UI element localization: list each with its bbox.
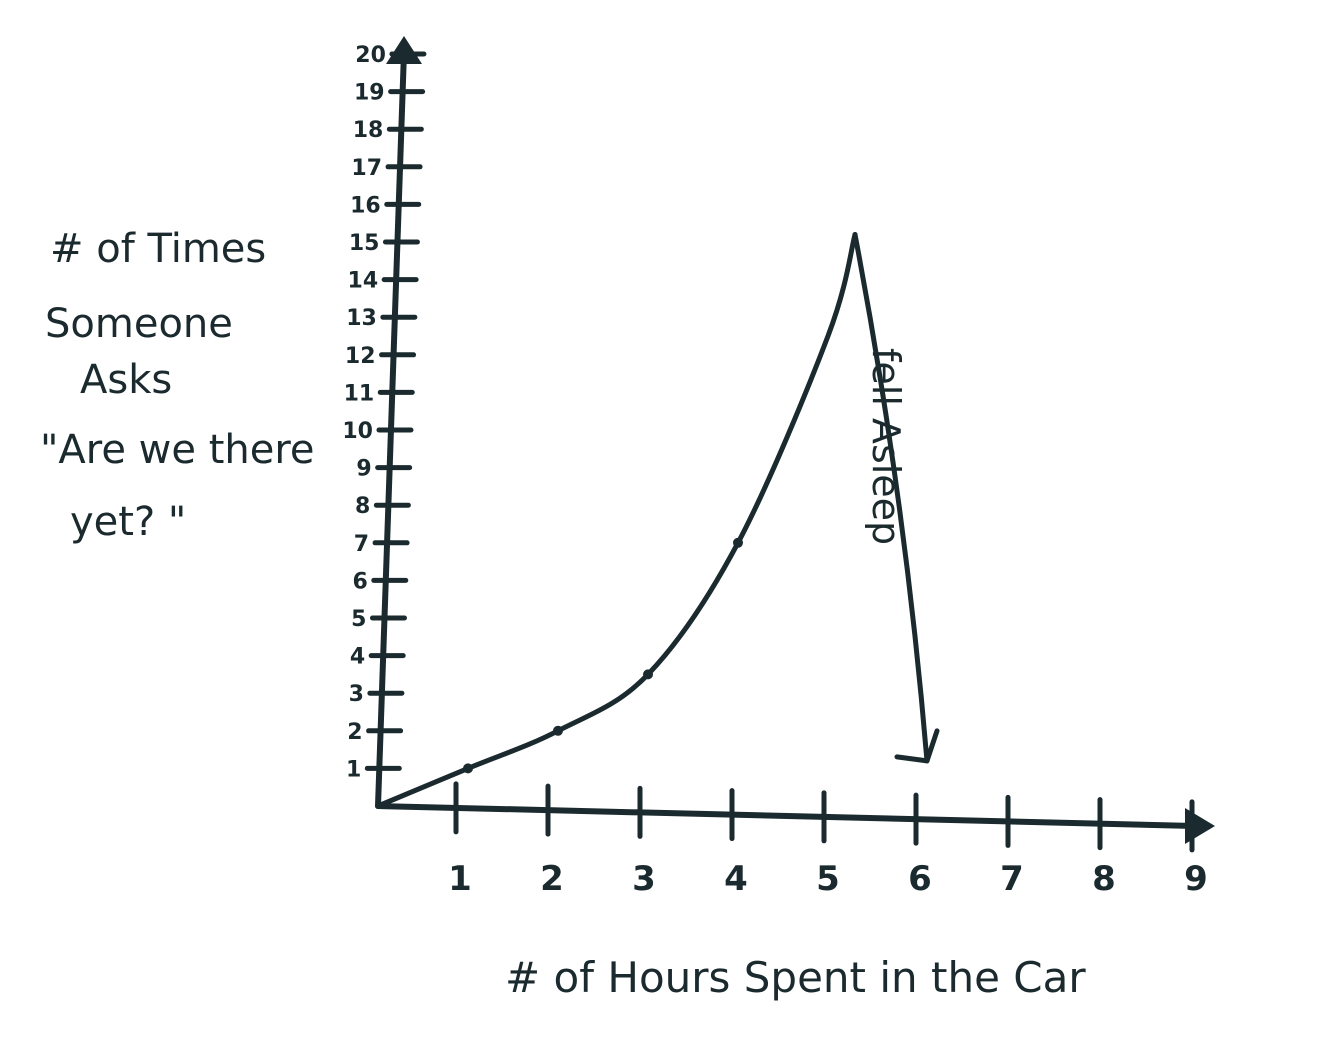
y-tick-label: 12 [345, 344, 376, 369]
fell-asleep-arrowhead [894, 728, 940, 764]
series-marker [733, 537, 743, 548]
y-axis-label-line-3: Asks [80, 357, 172, 403]
x-tick-label: 4 [724, 859, 748, 899]
y-tick-label: 1 [346, 757, 361, 782]
x-axis [375, 803, 1198, 829]
x-tick-label: 8 [1092, 859, 1116, 899]
fell-asleep-drop-line [852, 231, 930, 764]
y-tick-label: 16 [350, 193, 381, 218]
x-tick-label: 2 [540, 859, 564, 899]
y-axis-label-line-1: # of Times [50, 226, 266, 272]
y-tick-label: 5 [351, 607, 366, 632]
series-line [375, 231, 858, 809]
y-tick-label: 14 [348, 269, 379, 294]
y-tick-label: 18 [353, 118, 384, 143]
y-axis-arrowhead [386, 36, 422, 64]
fell-asleep-annotation: fell Asleep [864, 348, 908, 545]
y-tick-label: 2 [347, 720, 362, 745]
y-tick-label: 15 [349, 231, 380, 256]
x-tick-label: 5 [816, 859, 840, 899]
y-axis-label: # of Times Someone Asks "Are we there ye… [40, 226, 315, 545]
y-axis-label-line-2: Someone [45, 301, 233, 347]
y-tick-label: 13 [346, 306, 377, 331]
series-marker [463, 763, 473, 774]
y-tick-label: 4 [350, 645, 365, 670]
y-tick-label: 10 [342, 419, 373, 444]
x-tick-label: 1 [448, 859, 472, 899]
y-tick-label: 8 [355, 494, 370, 519]
y-tick-label: 19 [354, 81, 385, 106]
x-ticks: 1 2 3 4 5 6 7 8 9 [448, 781, 1208, 899]
y-tick-label: 7 [354, 532, 369, 557]
y-tick-label: 3 [349, 682, 364, 707]
series-markers [463, 537, 743, 774]
y-tick-label: 6 [352, 569, 367, 594]
y-axis-label-line-4: "Are we there [40, 427, 315, 473]
x-tick-label: 7 [1000, 859, 1024, 899]
y-tick-label: 20 [355, 43, 386, 68]
y-tick-label: 17 [351, 156, 382, 181]
x-tick-label: 9 [1184, 859, 1208, 899]
x-tick-label: 6 [908, 859, 932, 899]
x-axis-label: # of Hours Spent in the Car [505, 953, 1086, 1002]
series-marker [643, 669, 653, 680]
y-tick-label: 9 [356, 457, 371, 482]
series-marker [553, 725, 563, 736]
x-tick-label: 3 [632, 859, 656, 899]
y-tick-label: 11 [344, 381, 375, 406]
y-axis-label-line-5: yet? " [70, 499, 186, 545]
